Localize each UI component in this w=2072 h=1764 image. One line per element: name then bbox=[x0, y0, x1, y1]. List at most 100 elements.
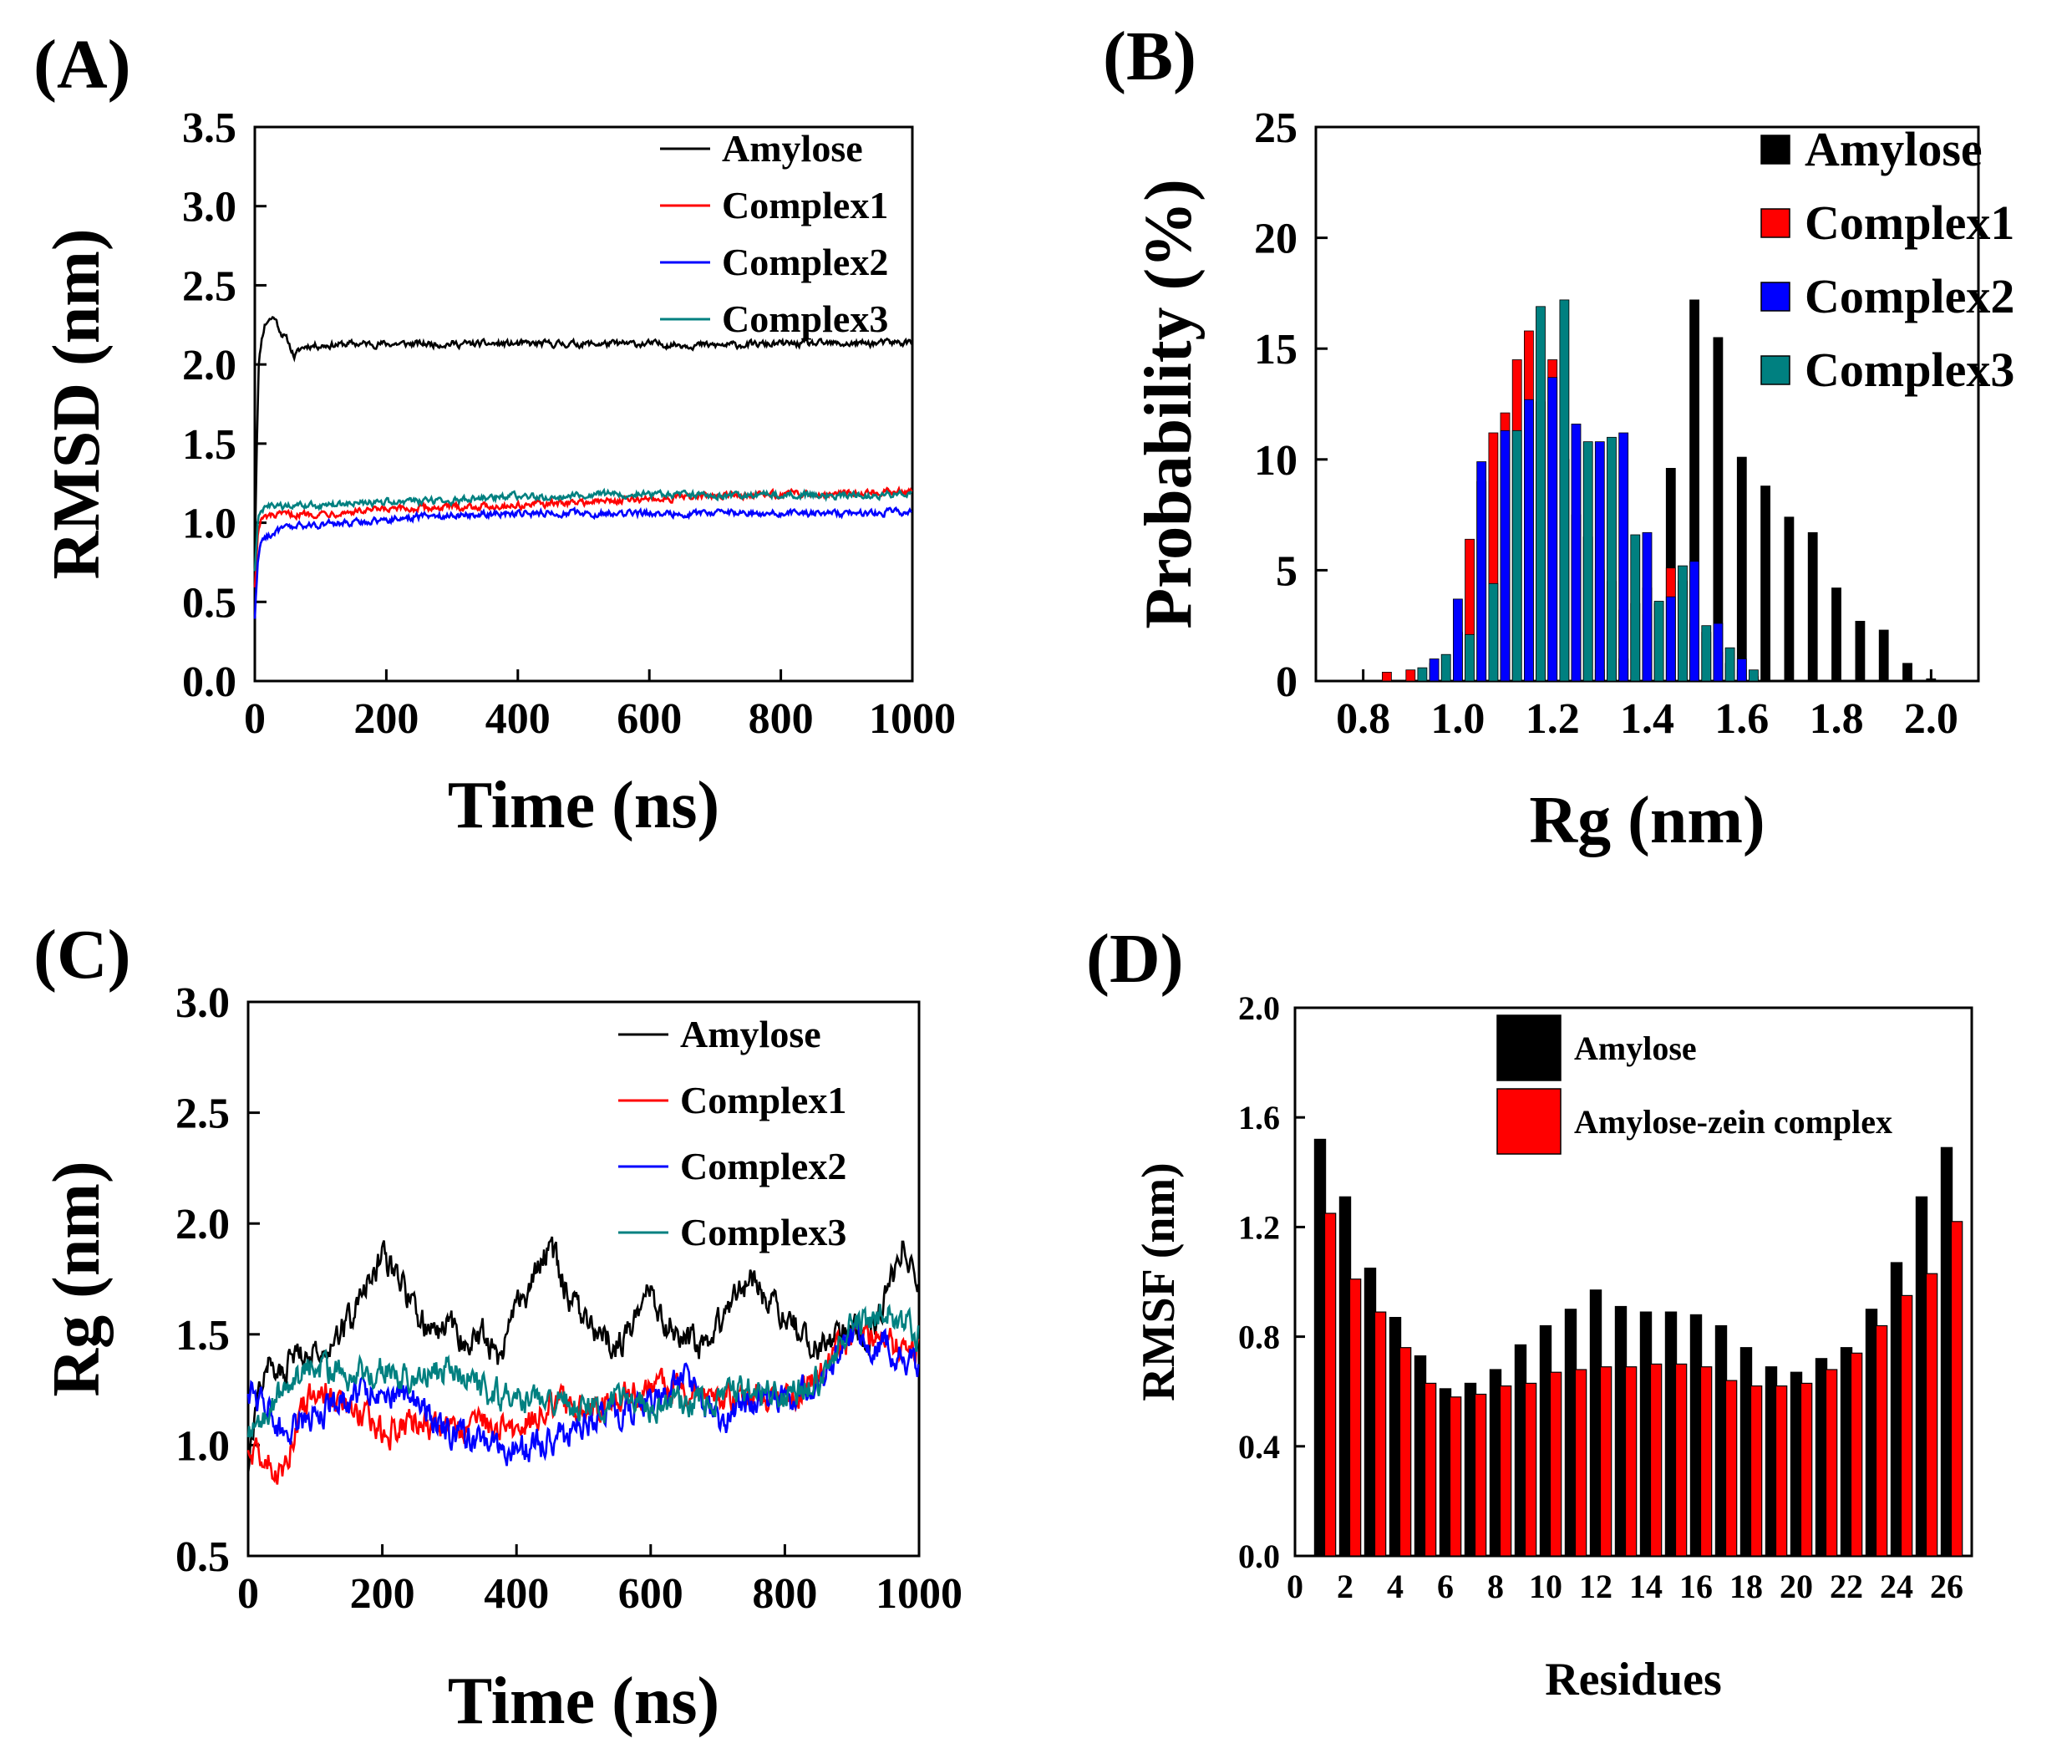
bar-d-complex bbox=[1574, 1369, 1587, 1557]
bar-d-amylose bbox=[1689, 1314, 1703, 1557]
bar-b-complex1 bbox=[1382, 672, 1392, 682]
panel-label-d: (D) bbox=[1086, 920, 1184, 998]
bar-b-complex3 bbox=[1653, 601, 1664, 682]
x-axis-title-c: Time (ns) bbox=[448, 1665, 719, 1738]
bar-b-complex3 bbox=[1417, 667, 1428, 682]
x-tick-label-c: 200 bbox=[350, 1570, 415, 1618]
legend-swatch-b-complex1 bbox=[1760, 208, 1790, 238]
bar-d-amylose bbox=[1414, 1355, 1427, 1557]
y-tick-label-d: 0.4 bbox=[1238, 1428, 1280, 1466]
y-tick-label-b: 5 bbox=[1276, 547, 1298, 595]
x-tick-label-c: 400 bbox=[484, 1570, 549, 1618]
bar-d-complex bbox=[1399, 1347, 1412, 1557]
bar-d-amylose bbox=[1514, 1344, 1527, 1557]
bar-d-amylose bbox=[1589, 1289, 1602, 1557]
y-tick-label-a: 0.0 bbox=[182, 658, 236, 706]
y-tick-label-a: 1.5 bbox=[182, 421, 236, 469]
bar-d-amylose bbox=[1389, 1316, 1402, 1557]
legend-label-a-complex3: Complex3 bbox=[722, 297, 888, 340]
bar-b-amylose bbox=[1831, 587, 1841, 682]
y-tick-label-d: 1.2 bbox=[1238, 1208, 1280, 1246]
bar-d-complex bbox=[1674, 1363, 1688, 1557]
plot-frame-c bbox=[246, 1000, 921, 1558]
x-tick-label-b: 2.0 bbox=[1904, 695, 1958, 743]
x-tick-label-d: 26 bbox=[1930, 1568, 1963, 1605]
bar-b-complex2 bbox=[1429, 658, 1440, 682]
bar-d-amylose bbox=[1890, 1262, 1903, 1557]
x-tick-label-d: 24 bbox=[1880, 1568, 1913, 1605]
x-tick-label-d: 12 bbox=[1579, 1568, 1612, 1605]
x-tick-label-b: 1.2 bbox=[1526, 695, 1580, 743]
series-line-a-complex2 bbox=[253, 506, 912, 619]
x-axis-title-d: Residues bbox=[1545, 1654, 1722, 1706]
bar-b-complex1 bbox=[1405, 669, 1416, 682]
x-tick-label-b: 1.8 bbox=[1810, 695, 1864, 743]
bar-b-complex2 bbox=[1713, 623, 1724, 682]
bar-b-complex2 bbox=[1571, 423, 1582, 682]
x-tick-label-c: 1000 bbox=[876, 1570, 962, 1618]
x-tick-label-d: 8 bbox=[1487, 1568, 1504, 1605]
x-tick-label-d: 10 bbox=[1529, 1568, 1562, 1605]
y-tick-label-b: 0 bbox=[1276, 658, 1298, 706]
bar-d-complex bbox=[1775, 1385, 1788, 1557]
bar-d-amylose bbox=[1790, 1371, 1803, 1557]
y-axis-title-c: Rg (nm) bbox=[40, 1161, 114, 1396]
x-axis-title-b: Rg (nm) bbox=[1529, 784, 1765, 857]
bar-d-complex bbox=[1900, 1294, 1913, 1557]
bar-b-complex2 bbox=[1594, 441, 1605, 682]
y-tick-label-d: 1.6 bbox=[1238, 1099, 1280, 1136]
bar-d-amylose bbox=[1714, 1324, 1728, 1557]
series-line-a-amylose bbox=[253, 315, 913, 557]
series-line-c-complex3 bbox=[246, 1304, 920, 1439]
bar-d-complex bbox=[1699, 1366, 1713, 1557]
legend-label-c-complex3: Complex3 bbox=[680, 1211, 846, 1253]
legend-label-d-complex: Amylose-zein complex bbox=[1574, 1103, 1892, 1141]
legend-label-a-complex2: Complex2 bbox=[722, 241, 888, 283]
bar-d-complex bbox=[1374, 1311, 1387, 1557]
x-tick-label-b: 1.0 bbox=[1430, 695, 1485, 743]
legend-label-b-amylose: Amylose bbox=[1805, 122, 1983, 176]
bar-d-amylose bbox=[1739, 1347, 1753, 1557]
bar-b-complex3 bbox=[1536, 306, 1546, 682]
bar-d-complex bbox=[1549, 1371, 1562, 1557]
bar-b-amylose bbox=[1878, 629, 1889, 682]
bar-d-amylose bbox=[1313, 1138, 1327, 1557]
bar-d-amylose bbox=[1915, 1196, 1928, 1557]
bar-b-complex2 bbox=[1618, 432, 1629, 682]
bar-d-amylose bbox=[1815, 1358, 1828, 1557]
y-tick-label-c: 0.5 bbox=[175, 1533, 230, 1581]
y-tick-label-a: 1.0 bbox=[182, 501, 236, 548]
plot-frame-a bbox=[253, 125, 914, 683]
bar-b-complex3 bbox=[1630, 534, 1641, 682]
y-tick-label-c: 1.5 bbox=[175, 1312, 230, 1360]
x-tick-label-b: 1.4 bbox=[1620, 695, 1674, 743]
x-tick-label-d: 2 bbox=[1337, 1568, 1353, 1605]
bar-b-amylose bbox=[1760, 485, 1771, 682]
y-axis-title-d: RMSF (nm) bbox=[1133, 1162, 1185, 1401]
series-group-a bbox=[253, 315, 913, 619]
bar-d-amylose bbox=[1614, 1305, 1628, 1557]
x-tick-label-a: 800 bbox=[749, 695, 814, 743]
legend-label-b-complex3: Complex3 bbox=[1805, 343, 2014, 397]
bar-d-complex bbox=[1624, 1366, 1638, 1557]
bar-b-complex2 bbox=[1476, 461, 1487, 682]
bar-b-complex3 bbox=[1701, 625, 1712, 682]
bar-d-amylose bbox=[1840, 1347, 1853, 1557]
bar-b-amylose bbox=[1855, 621, 1866, 682]
bar-d-complex bbox=[1599, 1366, 1612, 1557]
y-tick-label-b: 15 bbox=[1254, 326, 1298, 374]
bar-d-complex bbox=[1649, 1363, 1663, 1557]
bars-group-d bbox=[1313, 1138, 1963, 1557]
bar-b-complex2 bbox=[1547, 377, 1558, 682]
series-line-c-amylose bbox=[246, 1236, 920, 1474]
legend-label-a-complex1: Complex1 bbox=[722, 184, 888, 226]
y-tick-label-b: 10 bbox=[1254, 437, 1298, 485]
legend-swatch-b-complex3 bbox=[1760, 355, 1790, 385]
legend-label-c-complex1: Complex1 bbox=[680, 1079, 846, 1121]
bar-b-amylose bbox=[1736, 456, 1747, 682]
y-tick-label-b: 20 bbox=[1254, 216, 1298, 263]
bar-b-complex3 bbox=[1748, 669, 1759, 682]
bar-d-complex bbox=[1925, 1273, 1938, 1557]
bar-d-complex bbox=[1950, 1221, 1963, 1557]
y-tick-label-c: 3.0 bbox=[175, 979, 230, 1027]
